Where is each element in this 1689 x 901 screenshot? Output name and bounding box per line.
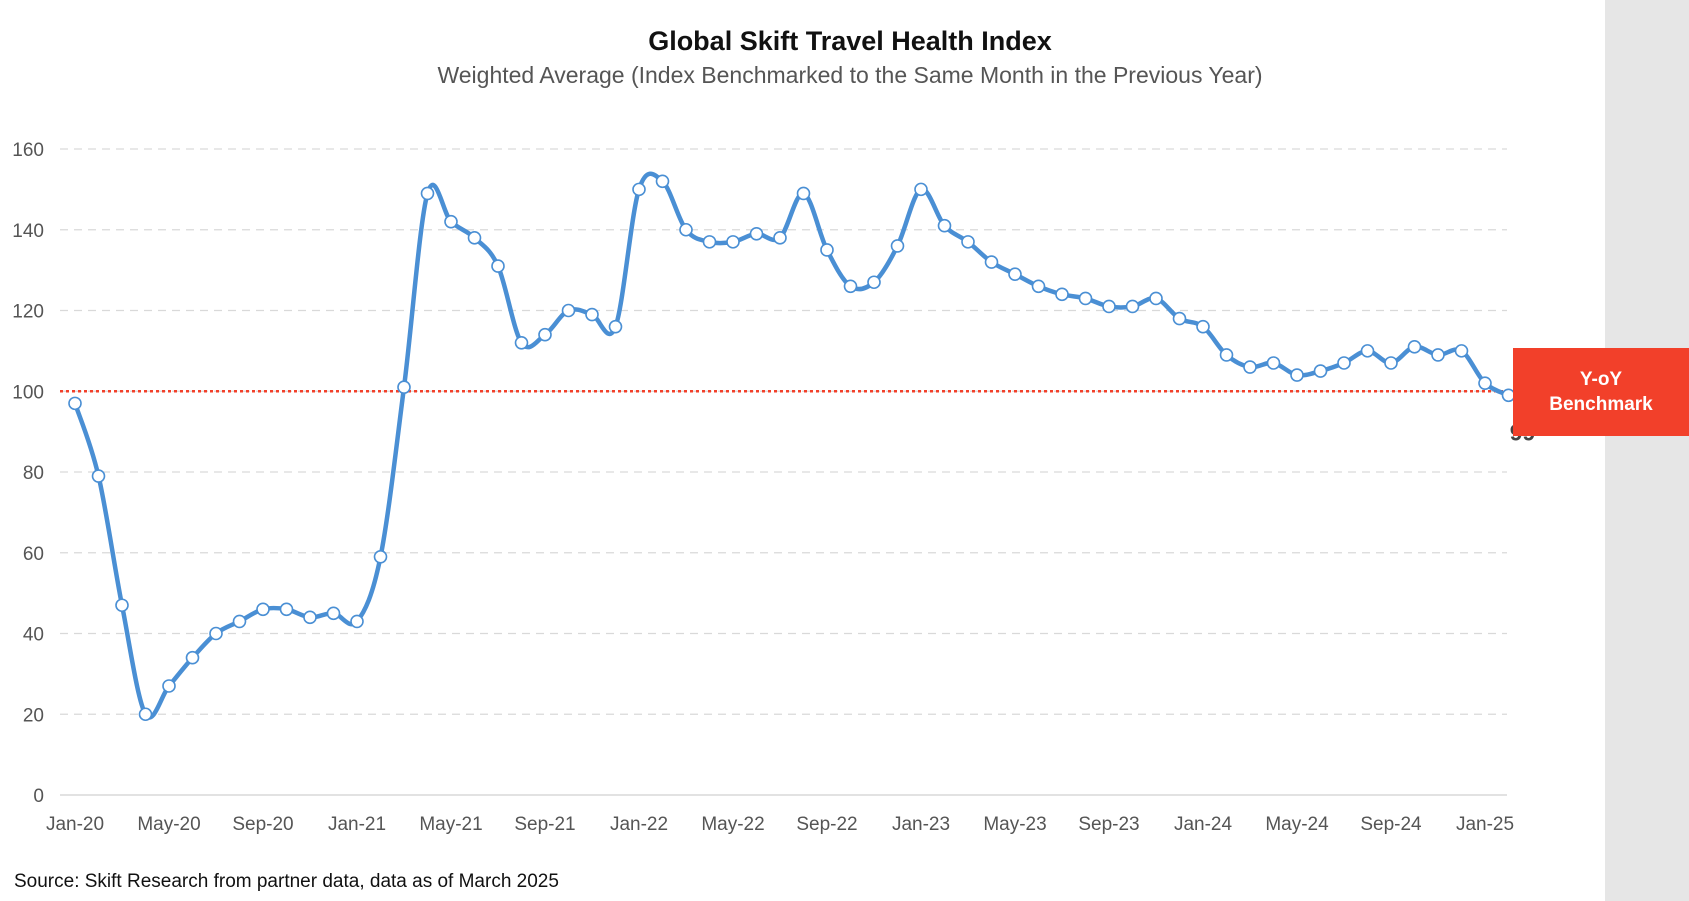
data-point-12: [350, 614, 364, 629]
data-point-11: [326, 606, 341, 621]
data-point-60: [1478, 376, 1492, 390]
data-point-31: [796, 186, 811, 201]
data-point-30: [773, 231, 787, 245]
x-tick-label-May-23: May-23: [983, 814, 1046, 835]
data-point-40: [1008, 267, 1022, 281]
data-point-28: [726, 235, 740, 249]
data-point-59: [1454, 344, 1469, 358]
x-tick-label-Jan-24: Jan-24: [1174, 814, 1233, 835]
data-point-34: [867, 275, 881, 290]
data-point-9: [279, 602, 294, 617]
data-point-27: [702, 235, 717, 249]
y-tick-label-0: 0: [33, 786, 44, 807]
data-point-8: [256, 602, 270, 617]
y-tick-label-20: 20: [23, 705, 44, 726]
data-point-56: [1384, 356, 1398, 370]
x-tick-label-Sep-23: Sep-23: [1078, 814, 1139, 835]
benchmark-label-line2: Benchmark: [1549, 394, 1653, 415]
data-point-20: [538, 327, 552, 342]
x-tick-label-Jan-21: Jan-21: [328, 814, 386, 835]
x-tick-label-May-20: May-20: [137, 814, 200, 835]
source-note: Source: Skift Research from partner data…: [14, 871, 559, 892]
y-tick-label-80: 80: [23, 463, 44, 484]
data-point-16: [444, 214, 458, 229]
data-point-50: [1243, 360, 1257, 374]
data-point-52: [1290, 368, 1304, 382]
data-point-51: [1266, 356, 1281, 370]
chart-subtitle: Weighted Average (Index Benchmarked to t…: [437, 62, 1263, 88]
data-point-29: [749, 226, 764, 241]
x-tick-label-May-22: May-22: [701, 814, 764, 835]
data-point-23: [608, 319, 623, 334]
data-point-2: [115, 598, 129, 613]
data-point-14: [397, 380, 411, 395]
y-tick-label-60: 60: [23, 544, 44, 565]
x-tick-label-Sep-24: Sep-24: [1360, 814, 1422, 835]
y-tick-label-120: 120: [12, 302, 44, 323]
right-side-panel: [1605, 0, 1689, 901]
data-point-0: [68, 396, 82, 411]
data-point-18: [491, 259, 505, 273]
data-point-25: [655, 174, 670, 189]
data-point-48: [1196, 319, 1210, 334]
data-point-15: [420, 186, 435, 201]
data-point-41: [1031, 279, 1046, 294]
x-tick-label-Jan-25: Jan-25: [1456, 814, 1514, 835]
chart-title: Global Skift Travel Health Index: [648, 26, 1052, 56]
data-point-53: [1313, 364, 1328, 378]
x-tick-label-Jan-22: Jan-22: [610, 814, 668, 835]
data-point-4: [162, 679, 176, 693]
x-tick-label-Jan-20: Jan-20: [46, 814, 104, 835]
data-point-42: [1055, 287, 1069, 302]
data-point-47: [1172, 311, 1187, 326]
data-point-57: [1407, 340, 1422, 354]
series-line: [72, 171, 1510, 720]
data-point-38: [961, 235, 975, 249]
y-tick-label-160: 160: [12, 140, 44, 161]
x-tick-label-Jan-23: Jan-23: [892, 814, 950, 835]
y-tick-label-100: 100: [12, 382, 44, 403]
data-point-26: [679, 222, 693, 237]
data-point-44: [1102, 299, 1116, 314]
data-point-43: [1078, 291, 1093, 306]
data-point-32: [820, 243, 834, 257]
x-tick-label-May-24: May-24: [1265, 814, 1329, 835]
y-tick-label-140: 140: [12, 221, 44, 242]
data-point-3: [138, 707, 153, 722]
data-point-37: [937, 218, 952, 233]
data-point-36: [914, 182, 928, 197]
data-point-21: [561, 303, 576, 318]
data-point-7: [232, 614, 247, 629]
x-tick-label-Sep-22: Sep-22: [796, 814, 857, 835]
data-point-19: [514, 335, 529, 350]
data-point-45: [1125, 299, 1140, 314]
data-point-5: [185, 650, 200, 665]
data-point-39: [984, 255, 999, 269]
data-point-46: [1149, 291, 1163, 306]
data-point-6: [209, 626, 223, 641]
data-point-24: [632, 182, 646, 197]
data-point-33: [843, 279, 858, 294]
x-tick-label-Sep-21: Sep-21: [514, 814, 575, 835]
data-point-17: [467, 231, 482, 245]
data-point-13: [373, 549, 388, 564]
data-point-49: [1219, 348, 1234, 362]
data-point-35: [890, 239, 905, 253]
x-tick-label-May-21: May-21: [419, 814, 482, 835]
data-point-22: [585, 307, 599, 322]
data-point-10: [303, 610, 317, 625]
data-point-55: [1360, 344, 1375, 358]
x-tick-label-Sep-20: Sep-20: [232, 814, 293, 835]
data-point-54: [1337, 356, 1351, 370]
data-point-1: [91, 469, 106, 483]
benchmark-label-line1: Y-oY: [1579, 369, 1623, 390]
y-tick-label-40: 40: [23, 625, 44, 646]
benchmark-label-box: Y-oY Benchmark: [1513, 348, 1689, 436]
data-point-58: [1431, 348, 1445, 362]
